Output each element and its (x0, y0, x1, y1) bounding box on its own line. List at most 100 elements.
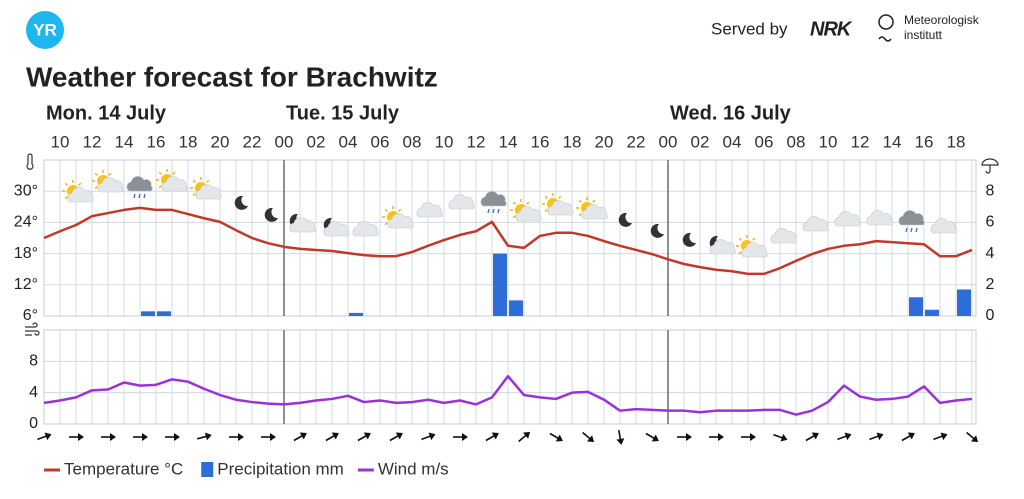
wind-icon (25, 322, 40, 336)
thermometer-icon (26, 153, 34, 170)
wind-arrow (709, 433, 724, 441)
x-tick-label: 08 (787, 132, 806, 151)
sun-ray (738, 251, 742, 255)
sun-ray (738, 237, 742, 241)
x-tick-label: 12 (83, 132, 102, 151)
sun-ray (384, 208, 388, 212)
wind-arrow (69, 433, 84, 441)
wind-tick-label: 4 (29, 384, 38, 401)
legend-label: Temperature °C (64, 459, 183, 478)
precipitation-bar (957, 289, 971, 316)
cloud (834, 211, 861, 227)
x-tick-label: 12 (467, 132, 486, 151)
sun-ray (578, 199, 582, 203)
arrow-head (395, 432, 403, 440)
weather-icon (736, 235, 768, 258)
weather-icon (92, 170, 124, 193)
weather-icon (382, 206, 414, 229)
precipitation-bar (493, 253, 507, 316)
wind-arrow (197, 432, 212, 441)
x-tick-label: 22 (627, 132, 646, 151)
arrow-head (110, 433, 116, 441)
legend-swatch (201, 462, 214, 477)
wind-arrow (645, 432, 659, 442)
moon (264, 207, 278, 222)
weather-icon (190, 177, 222, 200)
cloud (416, 202, 443, 218)
x-tick-label: 16 (915, 132, 934, 151)
arrow-head (299, 432, 307, 440)
arrow-head (970, 435, 979, 443)
met-name: Meteorologisk (904, 13, 980, 27)
x-tick-label: 18 (563, 132, 582, 151)
wind-arrow (133, 433, 148, 441)
wind-arrow (325, 432, 339, 442)
wind-arrow (293, 432, 307, 442)
weather-icon (834, 211, 861, 227)
nrk-logo[interactable]: NRK (810, 18, 854, 40)
arrow-head (586, 435, 595, 443)
rain-drop (492, 208, 495, 214)
wind-arrow (37, 432, 52, 441)
wind-arrow (229, 433, 244, 441)
weather-icon (289, 213, 316, 233)
cloud (898, 210, 925, 226)
legend-label: Wind m/s (378, 459, 449, 478)
wind-arrow (741, 433, 756, 441)
cloud (289, 217, 316, 233)
arrow-head (331, 432, 339, 440)
weather-icon (618, 212, 632, 227)
x-tick-label: 02 (307, 132, 326, 151)
x-tick-label: 18 (947, 132, 966, 151)
rain-drop (143, 193, 146, 199)
sun-ray (398, 208, 402, 212)
weather-icon (480, 191, 507, 214)
x-tick-label: 14 (883, 132, 902, 151)
wind-arrow (518, 431, 531, 443)
rain-drop (138, 193, 141, 199)
wind-arrow (901, 432, 915, 442)
sun-ray (578, 213, 582, 217)
precipitation-bar (141, 311, 155, 316)
x-tick-label: 16 (531, 132, 550, 151)
umbrella-icon (981, 158, 999, 174)
arrow-head (907, 432, 915, 440)
weather-icon (930, 218, 957, 234)
sun-ray (558, 195, 562, 199)
moon (650, 223, 664, 238)
arrow-head (270, 433, 276, 441)
x-tick-label: 10 (435, 132, 454, 151)
y-tick-label: 12° (14, 276, 38, 293)
arrow-head (462, 433, 468, 441)
wind-arrow (357, 432, 371, 442)
wind-arrow (261, 433, 276, 441)
x-tick-label: 00 (659, 132, 678, 151)
cloud (581, 204, 608, 220)
sun-ray (192, 193, 196, 197)
met-logo-wave (878, 36, 892, 42)
logo-text: YR (33, 20, 57, 39)
cloud (126, 176, 153, 192)
cloud (515, 206, 542, 222)
sun-ray (94, 186, 98, 190)
wind-tick-label: 0 (29, 415, 38, 432)
wind-arrow (616, 429, 625, 445)
sun-ray (752, 237, 756, 241)
y2-tick-label: 2 (986, 276, 995, 293)
yr-logo[interactable]: YR (26, 11, 64, 49)
arrow-head (522, 431, 531, 439)
x-tick-label: 10 (819, 132, 838, 151)
wind-arrow (101, 433, 116, 441)
x-tick-label: 14 (115, 132, 134, 151)
arrow-head (238, 433, 244, 441)
sun-ray (192, 179, 196, 183)
day-label: Mon. 14 July (46, 102, 167, 124)
rain-drop (910, 227, 913, 233)
sun-ray (64, 196, 68, 200)
arrow-head (363, 432, 371, 440)
cloud (480, 191, 507, 207)
rain-drop (905, 227, 908, 233)
served-by: Served by (711, 19, 788, 38)
arrow-head (844, 432, 852, 441)
weather-icon (234, 195, 248, 210)
